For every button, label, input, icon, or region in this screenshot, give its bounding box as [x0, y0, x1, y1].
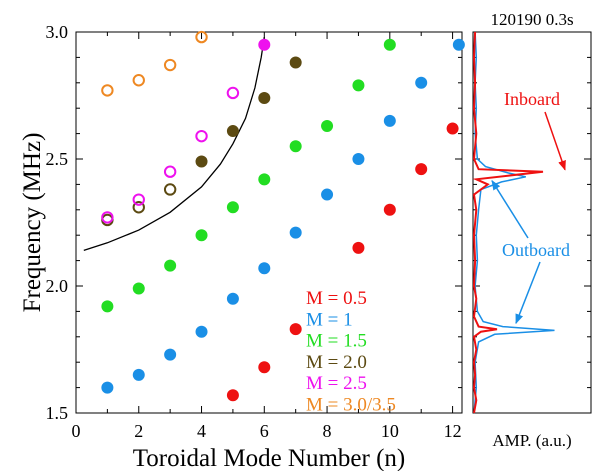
point-m-1-5: [383, 38, 396, 51]
point-m-3-0-3-5: [195, 30, 208, 44]
point-m-0-5: [415, 163, 428, 176]
dispersion-curve-layer: [83, 37, 265, 252]
point-m-1-5: [258, 173, 271, 186]
point-m-3-0-3-5: [163, 58, 177, 72]
y-tick-label: 3.0: [46, 22, 69, 42]
x-tick-label: 2: [134, 421, 143, 441]
point-m-0-5: [383, 203, 396, 216]
x-tick-label: 0: [72, 421, 81, 441]
arrow-outboard-lower: [515, 261, 541, 325]
annotation-inboard: Inboard: [504, 89, 560, 109]
point-m-3-0-3-5: [132, 74, 145, 87]
point-m-2-0: [226, 125, 239, 138]
point-m-2-0: [289, 56, 302, 69]
spectrum-trace-inboard: [472, 31, 544, 414]
point-m-1-5: [289, 140, 302, 153]
point-m-0-5: [446, 122, 459, 135]
legend-label-m-2-5: M = 2.5: [306, 373, 367, 394]
data-points-layer: [101, 30, 465, 402]
annotation-outboard: Outboard: [502, 240, 570, 260]
x-tick-label: 6: [260, 421, 269, 441]
point-m-0-5: [258, 361, 271, 374]
x-tick-label: 8: [323, 421, 332, 441]
point-m-1: [321, 188, 334, 201]
point-m-1-5: [321, 119, 334, 132]
x-tick-label: 4: [197, 421, 206, 441]
y-tick-label: 2.0: [46, 276, 69, 296]
point-m-2-5: [195, 129, 208, 143]
point-m-1-5: [164, 259, 177, 272]
point-m-1: [164, 348, 177, 361]
point-m-1: [132, 368, 145, 381]
main-axis-ticks: 0 2 4 6 8 10 12 1.5 2.0 2.5 3.0: [46, 22, 462, 441]
legend: M = 0.5M = 1M = 1.5M = 2.0M = 2.5M = 3.0…: [306, 288, 396, 416]
point-m-1: [289, 226, 302, 239]
spectrum-panel-frame: [472, 31, 592, 414]
point-m-1: [101, 381, 114, 394]
point-m-2-5: [132, 193, 145, 206]
y-tick-label: 1.5: [46, 403, 69, 423]
point-m-0-5: [226, 389, 239, 402]
point-m-2-5: [101, 211, 114, 224]
spectrum-x-axis-label: AMP. (a.u.): [492, 431, 571, 450]
point-m-0-5: [352, 241, 365, 254]
legend-label-m-0-5: M = 0.5: [306, 288, 367, 309]
y-tick-label: 2.5: [46, 149, 69, 169]
point-m-1: [258, 262, 271, 275]
y-axis-label: Frequency (MHz): [19, 133, 46, 313]
point-m-1: [352, 153, 365, 165]
point-m-1-5: [101, 300, 114, 313]
point-m-2-5: [163, 165, 177, 178]
arrow-inboard: [544, 111, 566, 171]
spectrum-title: 120190 0.3s: [490, 10, 573, 29]
spectrum-traces-layer: [472, 31, 555, 414]
legend-label-m-1-5: M = 1.5: [306, 331, 367, 352]
arrow-outboard-upper: [491, 179, 529, 239]
point-m-2-0: [195, 155, 208, 168]
legend-label-m-2-0: M = 2.0: [306, 352, 367, 373]
legend-label-m-3-0-3-5: M = 3.0/3.5: [306, 395, 396, 416]
annotations-layer: Inboard Outboard: [491, 89, 570, 325]
point-m-1-5: [195, 229, 208, 242]
x-tick-label: 10: [381, 421, 399, 441]
point-m-3-0-3-5: [101, 84, 114, 97]
point-m-1: [452, 38, 465, 51]
point-m-1: [415, 76, 428, 89]
point-m-2-5: [226, 86, 240, 100]
point-m-1: [226, 292, 239, 305]
point-m-1-5: [352, 79, 365, 92]
point-m-2-0: [132, 201, 145, 214]
x-tick-label: 12: [444, 421, 462, 441]
x-axis-label: Toroidal Mode Number (n): [133, 445, 406, 471]
point-m-2-0: [163, 183, 177, 196]
point-m-2-5: [258, 38, 271, 51]
point-m-0-5: [289, 323, 302, 336]
main-plot-frame: [75, 31, 463, 414]
point-m-1-5: [132, 282, 145, 295]
point-m-1-5: [226, 201, 239, 214]
dispersion-curve: [83, 37, 265, 252]
point-m-1: [383, 114, 396, 127]
point-m-1: [195, 325, 208, 338]
point-m-2-0: [258, 92, 271, 105]
legend-label-m-1: M = 1: [306, 309, 353, 330]
